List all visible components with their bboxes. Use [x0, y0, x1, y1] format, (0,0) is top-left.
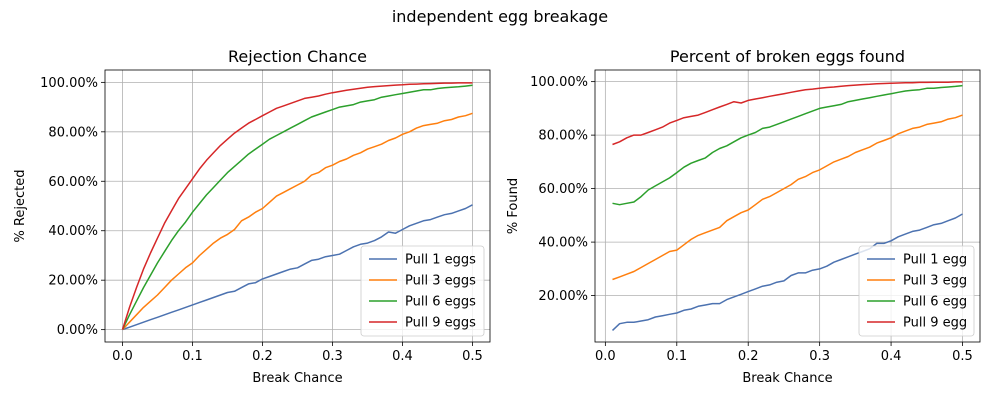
y-tick-label: 100.00% [40, 76, 98, 91]
legend-label: Pull 9 eggs [405, 316, 476, 331]
series-line-2 [121, 112, 473, 331]
y-tick-label: 80.00% [538, 129, 588, 144]
x-tick-label: 0.3 [322, 349, 343, 364]
x-tick-label: 0.4 [881, 349, 902, 364]
chart-title: Percent of broken eggs found [670, 47, 905, 66]
legend-label: Pull 3 egg [903, 274, 967, 289]
series-line-3 [121, 84, 473, 330]
chart-1: 0.0 0.1 0.2 0.3 0.4 0.5 0.00% 20.00% 40.00% 60.00… [13, 47, 491, 386]
y-axis-label: % Found [506, 178, 521, 234]
x-tick-label: 0.0 [112, 349, 133, 364]
y-tick-label: 60.00% [48, 175, 98, 190]
series-line-1 [122, 204, 473, 331]
legend-label: Pull 6 eggs [405, 295, 476, 310]
x-tick-label: 0.2 [738, 349, 759, 364]
y-tick-label: 40.00% [48, 224, 98, 239]
y-axis-label: % Rejected [13, 169, 28, 242]
legend: Pull 1 egg Pull 3 egg Pull 6 egg Pull 9 egg [858, 245, 975, 337]
x-tick-label: 0.3 [809, 349, 830, 364]
plot-frame [594, 69, 981, 343]
legend-box [858, 245, 975, 337]
x-axis-label: Break Chance [252, 371, 342, 386]
y-tick-label: 80.00% [48, 125, 98, 140]
chart-title: Rejection Chance [228, 47, 367, 66]
chart-2: 0.0 0.1 0.2 0.3 0.4 0.5 20.00% 40.00% 60.00% 80.0… [506, 47, 981, 386]
series-line-2 [612, 114, 963, 281]
legend-label: Pull 3 eggs [405, 274, 476, 289]
x-tick-label: 0.1 [666, 349, 687, 364]
series-line-4 [121, 82, 473, 330]
x-tick-label: 0.5 [462, 349, 483, 364]
x-tick-label: 0.0 [595, 349, 616, 364]
y-tick-label: 40.00% [538, 236, 588, 251]
figure-suptitle: independent egg breakage [392, 7, 608, 26]
x-tick-label: 0.2 [252, 349, 273, 364]
legend-box [360, 245, 485, 337]
y-tick-label: 20.00% [538, 289, 588, 304]
series-line-1 [611, 213, 963, 331]
plot-frame [104, 69, 491, 343]
series-line-3 [612, 84, 963, 206]
x-tick-label: 0.5 [952, 349, 973, 364]
x-tick-label: 0.4 [392, 349, 413, 364]
legend-label: Pull 1 eggs [405, 253, 476, 268]
legend-label: Pull 1 egg [903, 253, 967, 268]
y-tick-label: 0.00% [57, 323, 98, 338]
series-line-4 [612, 81, 963, 146]
y-tick-label: 20.00% [48, 274, 98, 289]
legend-label: Pull 9 egg [903, 316, 967, 331]
x-tick-label: 0.1 [182, 349, 203, 364]
y-tick-label: 100.00% [530, 75, 588, 90]
x-axis-label: Break Chance [742, 371, 832, 386]
y-tick-label: 60.00% [538, 182, 588, 197]
legend-label: Pull 6 egg [903, 295, 967, 310]
legend: Pull 1 eggs Pull 3 eggs Pull 6 eggs Pull 9 … [360, 245, 485, 337]
